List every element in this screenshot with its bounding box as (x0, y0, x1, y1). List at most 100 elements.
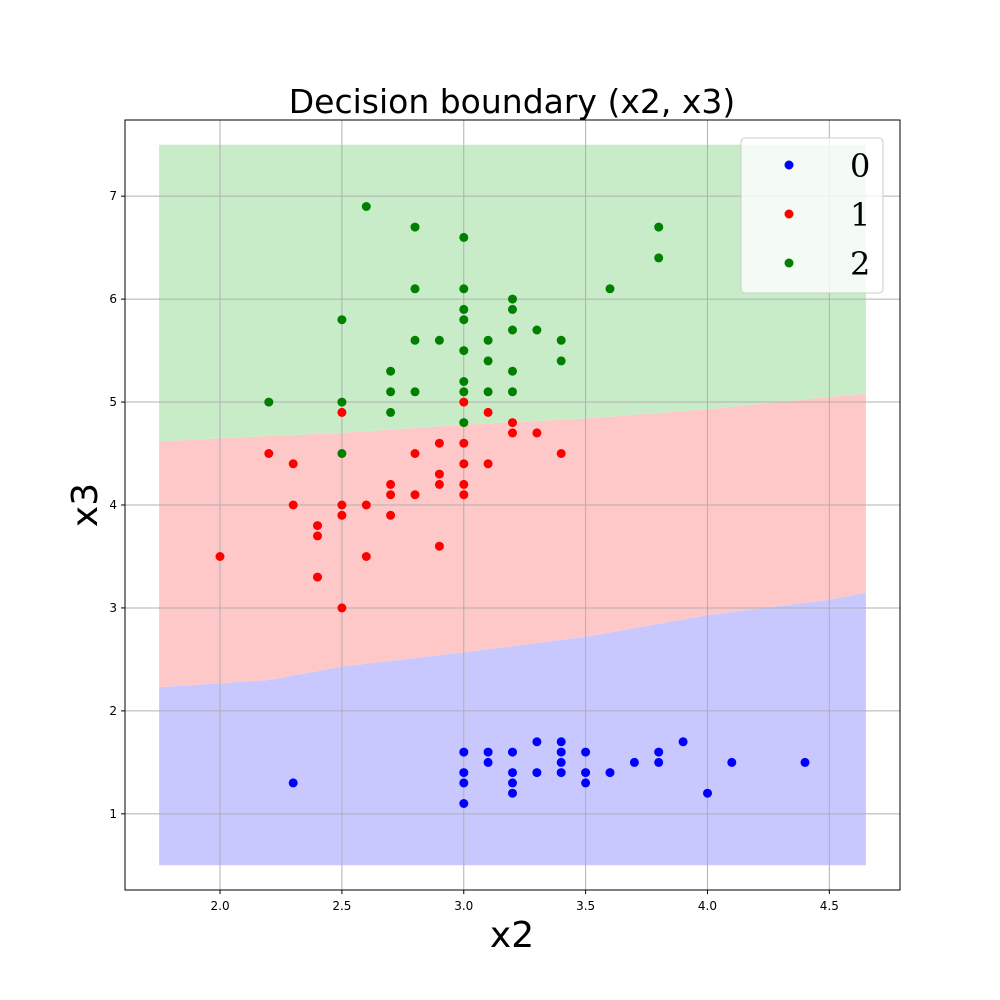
point-class-0 (581, 747, 591, 757)
point-class-2 (386, 366, 396, 376)
decision-region-class-1 (159, 393, 866, 688)
point-class-1 (386, 510, 396, 520)
y-tick-label: 3 (109, 601, 117, 615)
point-class-1 (434, 479, 444, 489)
decision-region-class-0 (159, 592, 866, 866)
point-class-2 (508, 366, 517, 376)
x-tick-label: 3.5 (576, 899, 595, 913)
legend-label-class-0: 0 (850, 147, 870, 185)
y-tick-label: 7 (109, 189, 117, 203)
point-class-2 (361, 202, 371, 211)
point-class-0 (459, 778, 469, 788)
point-class-1 (459, 490, 469, 500)
point-class-1 (313, 521, 322, 531)
x-tick-label: 4.0 (698, 899, 717, 913)
point-class-0 (654, 757, 664, 767)
point-class-2 (264, 397, 274, 407)
point-class-2 (410, 335, 420, 345)
scatter-points (215, 202, 810, 808)
decision-regions (159, 144, 866, 866)
point-class-0 (483, 757, 493, 767)
point-class-1 (337, 510, 347, 520)
x-tick-label: 4.5 (820, 899, 839, 913)
legend-box (740, 137, 884, 294)
point-class-1 (288, 500, 298, 510)
point-class-0 (532, 737, 542, 747)
point-class-1 (410, 449, 420, 458)
point-class-2 (410, 284, 420, 294)
x-tick-label: 2.5 (332, 899, 351, 913)
point-class-2 (459, 232, 469, 242)
point-class-2 (483, 387, 493, 397)
point-class-0 (556, 757, 566, 767)
legend-marker-class-1 (784, 209, 794, 219)
point-class-2 (410, 387, 420, 397)
point-class-1 (508, 428, 517, 438)
point-class-0 (459, 747, 469, 757)
y-tick-label: 1 (109, 807, 117, 821)
point-class-2 (483, 335, 493, 345)
point-class-2 (459, 387, 469, 397)
point-class-1 (337, 603, 347, 613)
point-class-0 (727, 757, 737, 767)
point-class-2 (556, 335, 566, 345)
point-class-0 (483, 747, 493, 757)
point-class-1 (556, 449, 566, 458)
point-class-2 (337, 397, 347, 407)
legend-label-class-2: 2 (850, 245, 870, 283)
point-class-0 (581, 768, 591, 778)
point-class-2 (337, 449, 347, 458)
legend-label-class-1: 1 (850, 196, 870, 234)
legend-marker-class-2 (784, 258, 794, 268)
point-class-2 (508, 325, 517, 335)
point-class-1 (313, 531, 322, 541)
point-class-0 (508, 788, 517, 798)
point-class-2 (508, 387, 517, 397)
point-class-1 (386, 490, 396, 500)
y-tick-label: 6 (109, 292, 117, 306)
point-class-1 (361, 552, 371, 561)
point-class-1 (483, 459, 493, 469)
point-class-2 (434, 335, 444, 345)
point-class-0 (532, 768, 542, 778)
point-class-0 (581, 778, 591, 788)
point-class-2 (483, 356, 493, 366)
point-class-2 (459, 377, 469, 386)
point-class-0 (800, 757, 810, 767)
x-axis-ticks: 2.0 2.5 3.0 3.5 4.0 4.5 (211, 890, 839, 913)
point-class-1 (386, 479, 396, 489)
point-class-1 (313, 572, 322, 582)
point-class-1 (410, 490, 420, 500)
point-class-0 (556, 768, 566, 778)
point-class-1 (264, 449, 274, 458)
point-class-2 (459, 346, 469, 356)
point-class-1 (532, 428, 542, 438)
point-class-1 (337, 407, 347, 417)
point-class-0 (605, 768, 615, 778)
point-class-0 (459, 799, 469, 808)
point-class-1 (288, 459, 298, 469)
chart-title: Decision boundary (x2, x3) (289, 82, 735, 121)
point-class-2 (508, 304, 517, 314)
point-class-0 (703, 788, 712, 798)
point-class-2 (459, 284, 469, 294)
point-class-1 (459, 479, 469, 489)
point-class-0 (459, 768, 469, 778)
point-class-2 (556, 356, 566, 366)
point-class-1 (215, 552, 225, 561)
y-axis-ticks: 1 2 3 4 5 6 7 (109, 189, 125, 821)
point-class-1 (434, 541, 444, 551)
point-class-1 (434, 469, 444, 479)
point-class-2 (386, 407, 396, 417)
point-class-2 (459, 304, 469, 314)
point-class-1 (337, 500, 347, 510)
point-class-2 (654, 253, 664, 263)
x-tick-label: 2.0 (211, 899, 230, 913)
point-class-1 (459, 459, 469, 469)
point-class-2 (508, 294, 517, 304)
y-tick-label: 4 (109, 498, 117, 512)
point-class-0 (288, 778, 298, 788)
point-class-1 (434, 438, 444, 448)
point-class-2 (337, 315, 347, 325)
point-class-0 (629, 757, 639, 767)
